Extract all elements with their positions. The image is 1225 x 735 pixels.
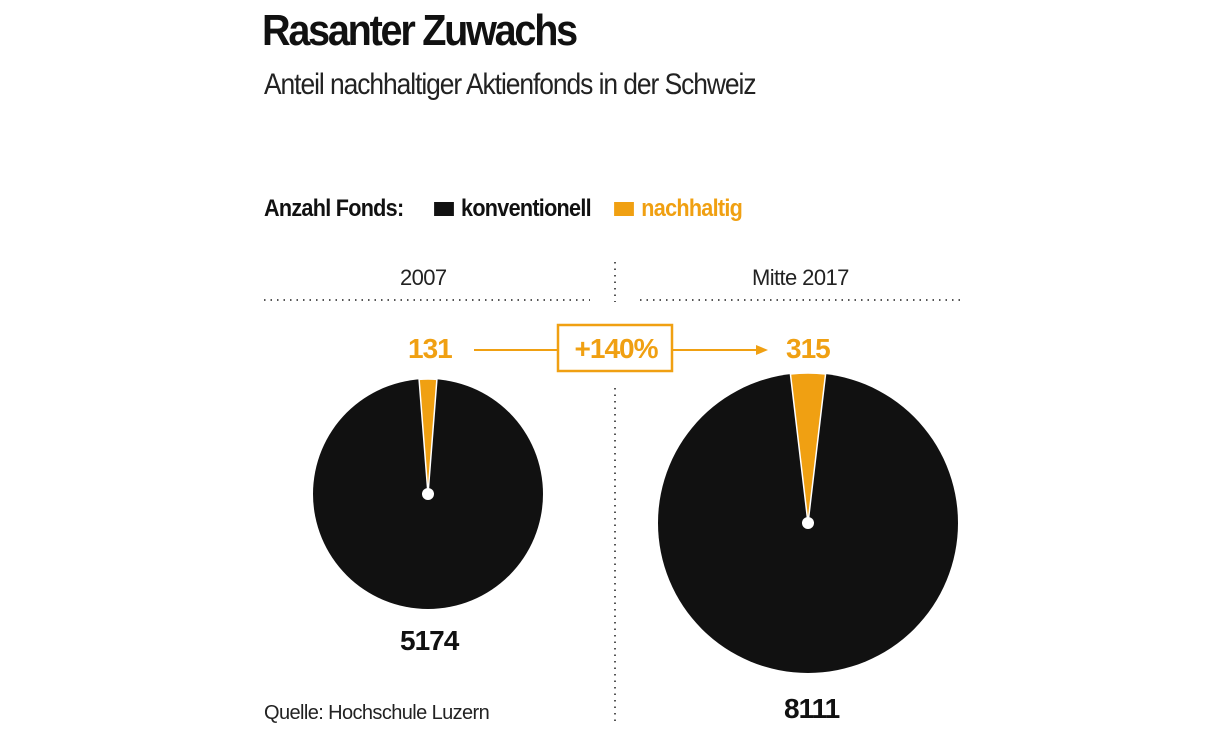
change-label: +140%: [574, 333, 659, 364]
source-note: Quelle: Hochschule Luzern: [264, 702, 490, 724]
legend-entry-konventionell: konventionell: [461, 195, 592, 222]
pie-center-dot: [422, 488, 434, 500]
value-nachhaltig-2017: 315: [786, 333, 831, 364]
legend-swatch-nachhaltig: [614, 202, 635, 216]
value-konventionell-2017: 8111: [784, 693, 840, 724]
legend-swatch-konventionell: [434, 202, 454, 216]
chart-subtitle: Anteil nachhaltiger Aktienfonds in der S…: [264, 68, 757, 101]
value-konventionell-2007: 5174: [400, 625, 459, 656]
pie-center-dot: [802, 517, 814, 529]
pie-slice-nachhaltig: [418, 378, 438, 495]
arrow-head-icon: [756, 345, 768, 355]
pie-slice-nachhaltig: [789, 372, 827, 524]
legend: Anzahl Fonds: konventionell nachhaltig: [264, 195, 743, 223]
chart-title: Rasanter Zuwachs: [262, 6, 578, 55]
pie-label-2017: Mitte 2017: [752, 265, 849, 290]
legend-label: Anzahl Fonds:: [264, 195, 404, 222]
change-box: [556, 323, 674, 373]
value-nachhaltig-2007: 131: [408, 333, 453, 364]
legend-entry-nachhaltig: nachhaltig: [641, 195, 743, 222]
pie-label-2007: 2007: [400, 265, 447, 290]
